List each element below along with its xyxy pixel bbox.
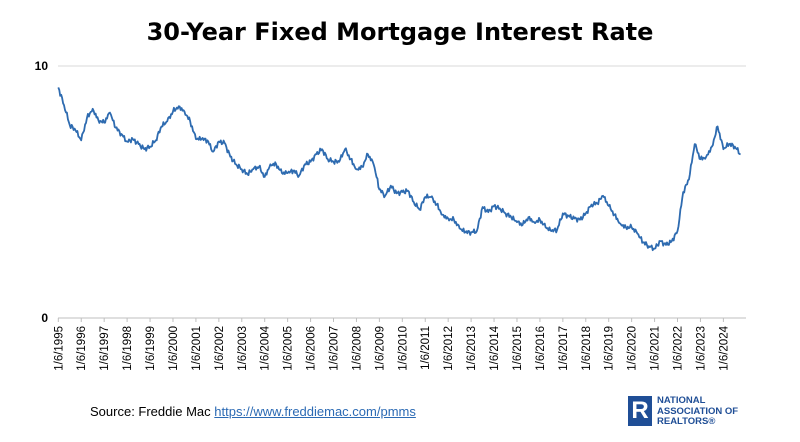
x-tick-label: 1/6/2016 bbox=[535, 326, 547, 371]
x-tick-label: 1/6/2014 bbox=[489, 325, 501, 370]
logo-line-2: ASSOCIATION OF bbox=[657, 405, 739, 417]
x-tick-label: 1/6/2003 bbox=[237, 326, 249, 371]
x-tick-label: 1/6/2013 bbox=[466, 326, 478, 371]
x-tick-label: 1/6/2004 bbox=[260, 325, 272, 370]
logo-line-1: NATIONAL bbox=[657, 395, 706, 406]
logo-text: NATIONAL ASSOCIATION OF REALTORS® bbox=[657, 395, 739, 428]
source-link[interactable]: https://www.freddiemac.com/pmms bbox=[214, 404, 416, 419]
line-chart: 10 0 1/6/1995 1/6/1996 1/6/1997 1/6/1998 1/6/… bbox=[35, 59, 746, 371]
x-tick-label: 1/6/2011 bbox=[420, 326, 432, 370]
logo-r-icon: R bbox=[631, 397, 649, 424]
chart-title: 30-Year Fixed Mortgage Interest Rate bbox=[146, 18, 654, 46]
x-tick-label: 1/6/2015 bbox=[512, 326, 524, 371]
x-tick-label: 1/6/1996 bbox=[76, 326, 88, 371]
source-label: Source: Freddie Mac bbox=[90, 404, 211, 419]
logo-mark-box bbox=[628, 396, 652, 426]
x-tick-label: 1/6/2009 bbox=[374, 326, 386, 371]
logo-line-3: REALTORS® bbox=[657, 416, 716, 427]
x-tick-label: 1/6/2005 bbox=[283, 326, 295, 371]
x-tick-label: 1/6/2002 bbox=[214, 326, 226, 371]
source-note: Source: Freddie Mac https://www.freddiem… bbox=[90, 404, 416, 419]
x-tick-label: 1/6/2000 bbox=[168, 326, 180, 371]
x-tick-label: 1/6/2024 bbox=[718, 325, 730, 370]
x-tick-label: 1/6/1995 bbox=[53, 326, 65, 371]
x-tick-label: 1/6/1997 bbox=[99, 326, 111, 371]
x-tick-label: 1/6/2007 bbox=[329, 326, 341, 371]
x-tick-label: 1/6/1998 bbox=[122, 326, 134, 371]
nar-logo: R NATIONAL ASSOCIATION OF REALTORS® bbox=[628, 395, 758, 430]
x-tick-label: 1/6/2023 bbox=[695, 326, 707, 371]
x-tick-label: 1/6/2017 bbox=[558, 326, 570, 371]
x-tick-label: 1/6/2018 bbox=[581, 326, 593, 371]
x-tick-label: 1/6/2001 bbox=[191, 326, 203, 371]
x-tick-label: 1/6/2020 bbox=[627, 326, 639, 371]
x-tick-label: 1/6/2006 bbox=[306, 326, 318, 371]
x-tick-label: 1/6/1999 bbox=[145, 326, 157, 371]
x-tick-label: 1/6/2010 bbox=[397, 326, 409, 371]
x-tick-label: 1/6/2021 bbox=[650, 326, 662, 371]
x-tick-label: 1/6/2019 bbox=[604, 326, 616, 371]
series-line bbox=[57, 87, 741, 252]
y-tick-label: 10 bbox=[35, 59, 49, 73]
x-tick-label: 1/6/2022 bbox=[673, 326, 685, 371]
x-tick-label: 1/6/2008 bbox=[351, 326, 363, 371]
x-tick-label: 1/6/2012 bbox=[443, 326, 455, 371]
y-tick-label: 0 bbox=[41, 311, 48, 325]
